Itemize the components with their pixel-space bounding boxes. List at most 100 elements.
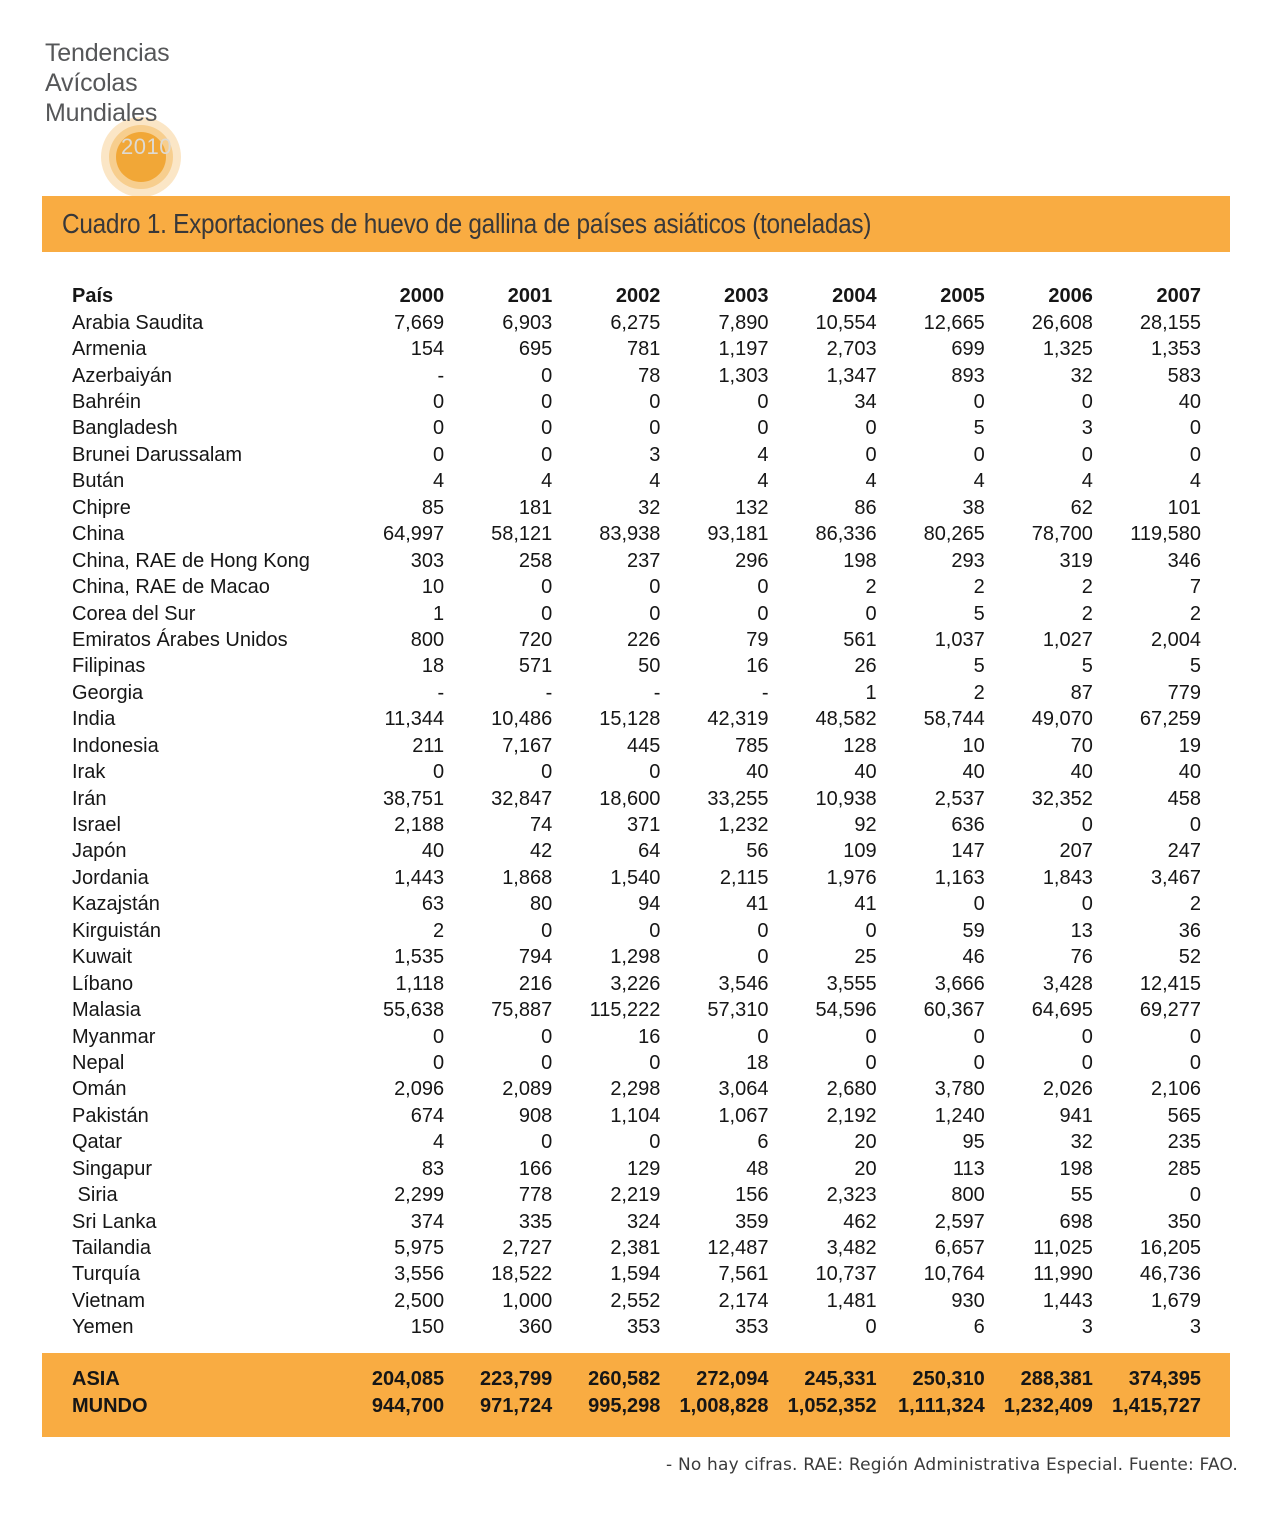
value-cell: 5 — [1189, 655, 1201, 678]
value-cell: 57,310 — [707, 999, 769, 1022]
table-row: Irán 38,751 32,847 18,600 33,255 10,938 2,537 3… — [42, 786, 1230, 812]
value-cell: 0 — [973, 443, 985, 466]
value-cell: 0 — [757, 919, 769, 942]
value-cell: 3 — [1081, 417, 1093, 440]
value-cell: 1,303 — [718, 364, 769, 387]
country-cell: China, RAE de Macao — [72, 576, 270, 599]
year-header: 2000 — [399, 284, 445, 307]
value-cell: 1,679 — [1150, 1289, 1201, 1312]
value-cell: 360 — [518, 1316, 553, 1339]
value-cell: 778 — [518, 1184, 553, 1207]
value-cell: 40 — [854, 761, 877, 784]
value-cell: - — [653, 681, 661, 704]
country-cell: Myanmar — [72, 1025, 156, 1048]
value-cell: 462 — [843, 1210, 877, 1233]
value-cell: 13 — [1070, 919, 1093, 942]
value-cell: 59 — [962, 919, 985, 942]
value-cell: 4 — [757, 470, 769, 493]
value-cell: 1 — [865, 681, 877, 704]
value-cell: 32 — [1070, 364, 1093, 387]
value-cell: 0 — [1081, 1025, 1093, 1048]
value-cell: 2 — [1081, 576, 1093, 599]
value-cell: 0 — [541, 417, 553, 440]
total-value-cell: 204,085 — [371, 1368, 445, 1390]
value-cell: 1,027 — [1042, 628, 1093, 651]
country-cell: Sri Lanka — [72, 1210, 157, 1233]
value-cell: 0 — [433, 1051, 445, 1074]
table-row: Singapur 83 166 129 48 20 113 198 285 — [42, 1156, 1230, 1182]
country-cell: Kuwait — [72, 946, 133, 969]
value-cell: 2,219 — [610, 1184, 661, 1207]
value-cell: 350 — [1167, 1210, 1201, 1233]
value-cell: 58,121 — [491, 523, 553, 546]
value-cell: 2,597 — [934, 1210, 985, 1233]
table-row: Corea del Sur 1 0 0 0 0 5 2 2 — [42, 601, 1230, 627]
value-cell: 0 — [649, 602, 661, 625]
value-cell: 19 — [1178, 734, 1201, 757]
value-cell: 0 — [865, 1051, 877, 1074]
value-cell: 794 — [518, 946, 553, 969]
value-cell: 15,128 — [599, 708, 661, 731]
value-cell: 10,554 — [815, 311, 877, 334]
value-cell: 32 — [1070, 1131, 1093, 1154]
value-cell: 2,106 — [1150, 1078, 1201, 1101]
value-cell: 55,638 — [382, 999, 445, 1022]
value-cell: 10 — [421, 576, 445, 599]
value-cell: 0 — [649, 1131, 661, 1154]
value-cell: 40 — [1178, 391, 1201, 414]
value-cell: 6,903 — [502, 311, 553, 334]
value-cell: 4 — [541, 470, 553, 493]
value-cell: 359 — [735, 1210, 769, 1233]
value-cell: 83,938 — [599, 523, 661, 546]
table-row: Jordania 1,443 1,868 1,540 2,115 1,976 1,163 1,… — [42, 865, 1230, 891]
table-row: China, RAE de Macao 10 0 0 0 2 2 2 7 — [42, 574, 1230, 600]
value-cell: 0 — [1189, 1025, 1201, 1048]
country-cell: Kazajstán — [72, 893, 160, 916]
value-cell: 115,222 — [589, 999, 661, 1022]
value-cell: 64,997 — [382, 523, 445, 546]
value-cell: 48,582 — [815, 708, 877, 731]
value-cell: 0 — [541, 761, 553, 784]
value-cell: 0 — [649, 391, 661, 414]
value-cell: 2 — [1189, 602, 1201, 625]
value-cell: 2,026 — [1042, 1078, 1093, 1101]
value-cell: 1,067 — [718, 1104, 769, 1127]
value-cell: 0 — [541, 1025, 553, 1048]
value-cell: 75,887 — [491, 999, 553, 1022]
value-cell: 0 — [1081, 893, 1093, 916]
value-cell: 36 — [1178, 919, 1201, 942]
value-cell: 226 — [627, 628, 661, 651]
value-cell: 4 — [649, 470, 661, 493]
value-cell: 1,868 — [502, 866, 553, 889]
value-cell: 296 — [735, 549, 769, 572]
value-cell: 5 — [973, 417, 985, 440]
value-cell: 6,275 — [610, 311, 661, 334]
value-cell: 60,367 — [923, 999, 985, 1022]
country-cell: Líbano — [72, 972, 134, 995]
value-cell: 781 — [627, 338, 661, 361]
value-cell: 0 — [541, 443, 553, 466]
value-cell: 571 — [518, 655, 553, 678]
value-cell: 6,657 — [934, 1237, 985, 1260]
total-label-cell: ASIA — [72, 1368, 120, 1390]
value-cell: 4 — [433, 470, 445, 493]
value-cell: 79 — [746, 628, 769, 651]
table-row: Sri Lanka 374 335 324 359 462 2,597 698 350 — [42, 1209, 1230, 1235]
value-cell: 18 — [421, 655, 445, 678]
value-cell: 324 — [627, 1210, 661, 1233]
value-cell: 4 — [1189, 470, 1201, 493]
value-cell: 0 — [757, 1025, 769, 1048]
value-cell: 0 — [541, 1051, 553, 1074]
value-cell: 25 — [854, 946, 877, 969]
table-row: Turquía 3,556 18,522 1,594 7,561 10,737 10,764… — [42, 1262, 1230, 1288]
value-cell: 3,467 — [1150, 866, 1201, 889]
table-row: Arabia Saudita 7,669 6,903 6,275 7,890 10,554… — [42, 310, 1230, 336]
total-value-cell: 223,799 — [479, 1368, 553, 1390]
table-row: Kazajstán 63 80 94 41 41 0 0 2 — [42, 892, 1230, 918]
value-cell: - — [545, 681, 553, 704]
value-cell: 18 — [746, 1051, 769, 1074]
total-value-cell: 1,052,352 — [787, 1395, 877, 1417]
value-cell: 80,265 — [923, 523, 985, 546]
value-cell: 720 — [518, 628, 553, 651]
value-cell: 335 — [518, 1210, 553, 1233]
